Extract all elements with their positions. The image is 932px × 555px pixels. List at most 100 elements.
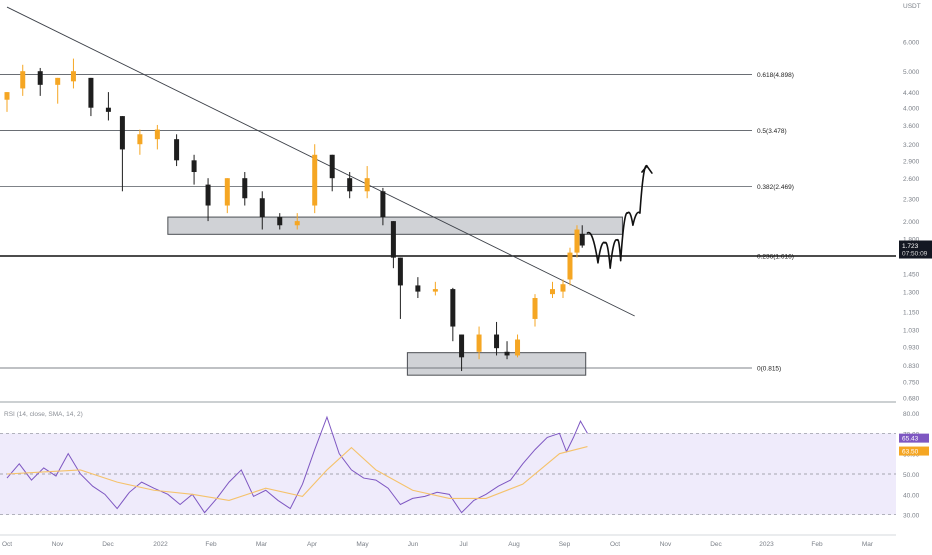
bar-countdown-label: 07:50:09 [902,251,928,258]
time-axis-label: Dec [710,541,722,548]
candle-body [574,229,580,253]
candle-body [55,77,61,85]
support-resistance-zone [406,352,587,376]
rsi-value-label: 65.43 [902,436,919,443]
descending-trendline [6,6,635,317]
candle-body [450,289,456,327]
price-tick-label: 5.000 [903,69,920,76]
time-axis-label: Sep [559,541,571,548]
price-tick-label: 1.030 [903,328,920,335]
candle-body [415,285,421,292]
candle-body [364,178,370,192]
time-axis-label: Oct [2,541,12,548]
price-tick-label: 1.300 [903,290,920,297]
candle-body [277,217,283,226]
candle-body [224,178,230,206]
candle-body [380,191,386,218]
candle-body [105,107,111,112]
fib-level-label: 0.382(2.469) [757,184,794,191]
time-axis-label: 2023 [759,541,774,548]
time-axis-label: Jul [459,541,468,548]
rsi-value-box [899,433,929,443]
candle-body [432,289,438,292]
time-axis-label: Mar [256,541,268,548]
candle-body [390,221,396,258]
candle-body [347,178,353,192]
time-axis-label: Jun [408,541,419,548]
price-tick-label: 2.300 [903,196,920,203]
candle-body [459,334,465,358]
candle-body [532,298,538,319]
candle-body [88,77,94,108]
candle-body [242,178,248,199]
fib-level-label: 0.5(3.478) [757,128,787,135]
candle-body [329,154,335,179]
time-axis-label: 2022 [153,541,168,548]
time-axis-label: Aug [508,541,520,548]
current-price-label: 1.723 [902,243,919,250]
price-tick-label: 1.450 [903,272,920,279]
candle-body [137,134,143,145]
price-tick-label: 4.400 [903,90,920,97]
time-axis-label: Mar [862,541,874,548]
time-axis: Oct Nov Dec 2022 Feb Mar Apr May Jun Jul Aug Sep Oct… [2,541,874,548]
projection-arrow-head [641,164,653,174]
candle-body [174,139,180,161]
time-axis-label: Dec [102,541,114,548]
candle-body [37,71,43,85]
candle-body [504,351,510,356]
fib-level-label: 0.618(4.898) [757,72,794,79]
rsi-indicator-label: RSI (14, close, SMA, 14, 2) [4,411,83,418]
price-tick-label: 0.830 [903,363,920,370]
price-tick-label: 0.750 [903,380,920,387]
candle-body [494,334,500,349]
time-axis-label: May [356,541,369,548]
candle-body [579,233,585,246]
fib-level-label: 0(0.815) [757,366,781,373]
rsi-value-label: 63.50 [902,449,919,456]
candle-body [205,184,211,206]
price-tick-label: 2.900 [903,158,920,165]
price-tick-label: 2.600 [903,176,920,183]
candle-body [515,339,521,356]
rsi-tick-label: 40.00 [903,492,920,499]
price-tick-label: 1.800 [903,236,920,243]
candle-body [294,221,300,226]
rsi-sma-line [6,446,588,501]
price-tick-label: 2.000 [903,219,920,226]
price-tick-label: 3.600 [903,123,920,130]
rsi-line [6,415,588,514]
price-pane: 6.000 5.000 4.400 4.000 3.600 3.200 2.900 2.600… [0,3,932,403]
candle-body [70,71,76,82]
time-axis-label: Oct [610,541,620,548]
price-tick-label: 3.200 [903,142,920,149]
fib-level-label: 0.236(1.616) [757,254,794,261]
price-tick-label: 0.930 [903,344,920,351]
time-axis-label: Feb [205,541,217,548]
quote-unit-label: USDT [903,3,921,10]
candle-body [119,116,125,150]
time-axis-label: Nov [52,541,64,548]
rsi-value-box [899,446,929,456]
projection-path [586,165,648,269]
candle-body [154,129,160,140]
candle-body [191,160,197,173]
time-axis-label: Feb [811,541,823,548]
candle-body [476,334,482,352]
price-tick-label: 1.150 [903,310,920,317]
price-tick-label: 6.000 [903,39,920,46]
candle-body [560,284,566,292]
price-tick-label: 0.680 [903,396,920,403]
rsi-tick-label: 50.00 [903,472,920,479]
rsi-tick-label: 30.00 [903,513,920,520]
price-tick-label: 4.000 [903,106,920,113]
candle-body [20,71,26,89]
candle-body [312,154,318,206]
current-price-box [899,240,932,259]
candle-body [4,92,10,100]
candle-body [567,252,573,280]
time-axis-label: Apr [307,541,318,548]
candle-body [397,257,403,286]
